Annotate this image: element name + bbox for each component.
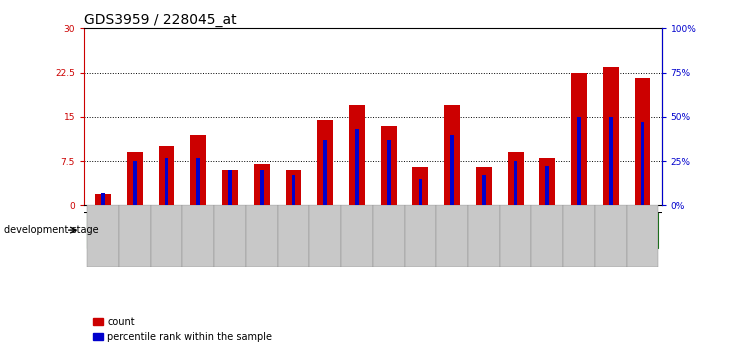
- Bar: [228, 170, 232, 205]
- Bar: [190, 135, 206, 205]
- Bar: [373, 212, 468, 248]
- Bar: [436, 205, 468, 267]
- Bar: [500, 205, 531, 267]
- Bar: [349, 105, 365, 205]
- Bar: [577, 117, 581, 205]
- Bar: [214, 205, 246, 267]
- Bar: [286, 170, 301, 205]
- Bar: [373, 205, 404, 267]
- Bar: [254, 164, 270, 205]
- Text: morula: morula: [497, 225, 534, 235]
- Bar: [341, 205, 373, 267]
- Bar: [159, 146, 175, 205]
- Bar: [222, 170, 238, 205]
- Text: 1-cell embryo: 1-cell embryo: [99, 225, 171, 235]
- Text: 8-cell embryo: 8-cell embryo: [385, 225, 456, 235]
- Bar: [635, 79, 651, 205]
- Bar: [278, 212, 373, 248]
- Bar: [95, 194, 111, 205]
- Bar: [317, 120, 333, 205]
- Text: 2-cell embryo: 2-cell embryo: [194, 225, 266, 235]
- Bar: [595, 205, 626, 267]
- Bar: [571, 73, 587, 205]
- Bar: [292, 175, 295, 205]
- Bar: [626, 205, 659, 267]
- Bar: [87, 212, 183, 248]
- Bar: [640, 122, 645, 205]
- Bar: [309, 205, 341, 267]
- Bar: [355, 129, 359, 205]
- Bar: [507, 152, 523, 205]
- Bar: [450, 135, 454, 205]
- Bar: [444, 105, 460, 205]
- Bar: [539, 158, 556, 205]
- Bar: [419, 179, 423, 205]
- Bar: [514, 161, 518, 205]
- Bar: [381, 126, 397, 205]
- Bar: [101, 193, 105, 205]
- Bar: [603, 67, 618, 205]
- Text: GDS3959 / 228045_at: GDS3959 / 228045_at: [84, 13, 237, 27]
- Bar: [609, 117, 613, 205]
- Text: development stage: development stage: [4, 225, 98, 235]
- Bar: [151, 205, 183, 267]
- Bar: [133, 161, 137, 205]
- Bar: [412, 167, 428, 205]
- Bar: [323, 140, 327, 205]
- Bar: [127, 152, 143, 205]
- Bar: [278, 205, 309, 267]
- Bar: [531, 205, 563, 267]
- Bar: [468, 212, 563, 248]
- Bar: [404, 205, 436, 267]
- Bar: [164, 158, 168, 205]
- Bar: [563, 205, 595, 267]
- Bar: [87, 205, 119, 267]
- Bar: [183, 205, 214, 267]
- Bar: [183, 212, 278, 248]
- Bar: [119, 205, 151, 267]
- Bar: [563, 212, 659, 248]
- Bar: [482, 175, 486, 205]
- Legend: count, percentile rank within the sample: count, percentile rank within the sample: [89, 313, 276, 346]
- Bar: [545, 166, 549, 205]
- Bar: [468, 205, 500, 267]
- Bar: [246, 205, 278, 267]
- Bar: [260, 170, 264, 205]
- Bar: [197, 158, 200, 205]
- Text: blastocyst: blastocyst: [584, 225, 637, 235]
- Bar: [387, 140, 390, 205]
- Bar: [476, 167, 492, 205]
- Text: 4-cell embryo: 4-cell embryo: [289, 225, 361, 235]
